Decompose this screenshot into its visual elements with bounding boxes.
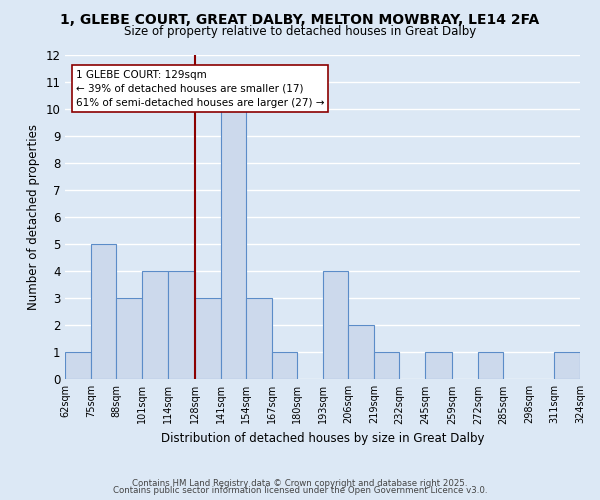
Text: 1 GLEBE COURT: 129sqm
← 39% of detached houses are smaller (17)
61% of semi-deta: 1 GLEBE COURT: 129sqm ← 39% of detached … xyxy=(76,70,324,108)
Bar xyxy=(348,326,374,380)
Bar xyxy=(195,298,221,380)
Y-axis label: Number of detached properties: Number of detached properties xyxy=(27,124,40,310)
Bar xyxy=(142,271,167,380)
Bar xyxy=(65,352,91,380)
Text: Contains HM Land Registry data © Crown copyright and database right 2025.: Contains HM Land Registry data © Crown c… xyxy=(132,478,468,488)
Bar xyxy=(272,352,297,380)
Text: Size of property relative to detached houses in Great Dalby: Size of property relative to detached ho… xyxy=(124,25,476,38)
Bar xyxy=(374,352,400,380)
Bar xyxy=(116,298,142,380)
Bar xyxy=(221,109,246,380)
Bar xyxy=(425,352,452,380)
Text: Contains public sector information licensed under the Open Government Licence v3: Contains public sector information licen… xyxy=(113,486,487,495)
Bar xyxy=(478,352,503,380)
Bar xyxy=(246,298,272,380)
Bar xyxy=(167,271,195,380)
Bar xyxy=(91,244,116,380)
X-axis label: Distribution of detached houses by size in Great Dalby: Distribution of detached houses by size … xyxy=(161,432,484,445)
Text: 1, GLEBE COURT, GREAT DALBY, MELTON MOWBRAY, LE14 2FA: 1, GLEBE COURT, GREAT DALBY, MELTON MOWB… xyxy=(61,12,539,26)
Bar xyxy=(554,352,580,380)
Bar xyxy=(323,271,348,380)
